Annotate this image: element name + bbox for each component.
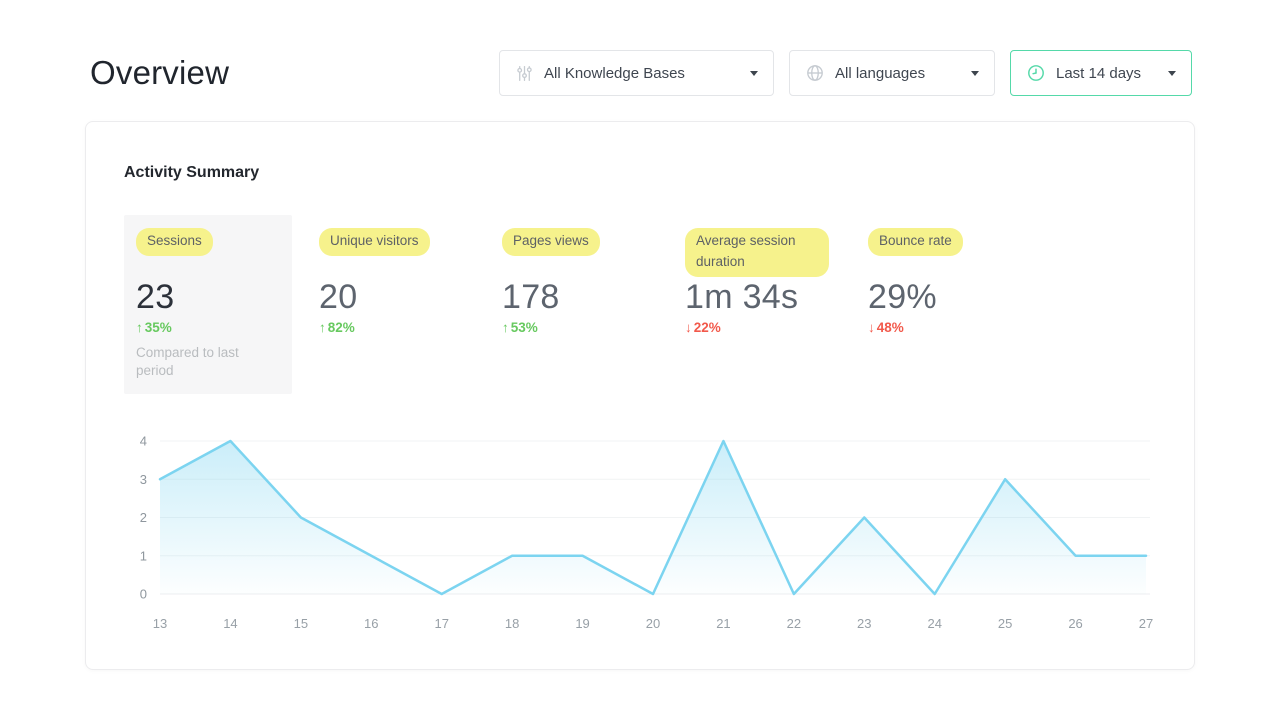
metric-change: ↓ 48%: [868, 320, 1012, 335]
metric-change-pct: 82%: [327, 319, 355, 335]
activity-summary-card: Activity Summary Sessions 23 ↑ 35% Compar…: [85, 121, 1195, 671]
metric-change-pct: 22%: [693, 319, 721, 335]
metric-change: ↑ 53%: [502, 320, 646, 335]
date-range-label: Last 14 days: [1056, 64, 1142, 82]
metric-label-zone: Unique visitors: [319, 228, 463, 279]
svg-text:27: 27: [1139, 616, 1153, 631]
svg-text:1: 1: [140, 548, 147, 563]
metric-label-zone: Bounce rate: [868, 228, 1012, 279]
chevron-down-icon: [750, 70, 758, 76]
svg-text:16: 16: [364, 616, 378, 631]
svg-text:3: 3: [140, 472, 147, 487]
chevron-down-icon: [971, 70, 979, 76]
languages-label: All languages: [835, 64, 926, 82]
metric-change-pct: 35%: [144, 319, 172, 335]
trend-arrow-icon: ↓: [685, 319, 692, 335]
filter-bar: All Knowledge Bases All languages: [499, 50, 1192, 96]
metrics-row: Sessions 23 ↑ 35% Compared to last period…: [124, 215, 1156, 395]
metric-label-highlight: Unique visitors: [319, 228, 430, 256]
svg-text:0: 0: [140, 587, 147, 602]
metric-label-zone: Sessions: [136, 228, 280, 279]
clock-icon: [1027, 64, 1045, 82]
metric-label-highlight: Bounce rate: [868, 228, 963, 256]
metric-value: 23: [136, 278, 175, 316]
svg-text:19: 19: [575, 616, 589, 631]
metric-label-highlight: Sessions: [136, 228, 213, 256]
metric-change-pct: 48%: [876, 319, 904, 335]
svg-text:13: 13: [153, 616, 167, 631]
trend-arrow-icon: ↑: [136, 319, 143, 335]
globe-icon: [806, 64, 824, 82]
card-title: Activity Summary: [124, 164, 260, 181]
sliders-icon: [516, 65, 533, 82]
metric-label-zone: Average session duration: [685, 228, 829, 279]
svg-text:17: 17: [434, 616, 448, 631]
svg-text:21: 21: [716, 616, 730, 631]
metric-card-pages-views[interactable]: Pages views 178 ↑ 53%: [490, 215, 658, 394]
svg-text:4: 4: [140, 434, 147, 449]
svg-text:24: 24: [927, 616, 941, 631]
knowledge-bases-dropdown[interactable]: All Knowledge Bases: [499, 50, 774, 96]
metric-label-highlight: Average session duration: [685, 228, 829, 277]
chevron-down-icon: [1168, 70, 1176, 76]
metric-card-sessions[interactable]: Sessions 23 ↑ 35% Compared to last period: [124, 215, 292, 395]
metric-card-bounce-rate[interactable]: Bounce rate 29% ↓ 48%: [856, 215, 1024, 394]
metric-card-unique-visitors[interactable]: Unique visitors 20 ↑ 82%: [307, 215, 475, 394]
metric-value: 178: [502, 278, 560, 316]
languages-dropdown[interactable]: All languages: [789, 50, 995, 96]
svg-text:14: 14: [223, 616, 237, 631]
page-title: Overview: [90, 54, 230, 91]
metric-value: 29%: [868, 278, 937, 316]
metric-card-average-session-duration[interactable]: Average session duration 1m 34s ↓ 22%: [673, 215, 841, 394]
sessions-chart: 0 1 2 3 4 13 14 15 16 17 18 19 20 21 22 23 24 25 26 27: [124, 427, 1156, 639]
svg-text:18: 18: [505, 616, 519, 631]
svg-text:23: 23: [857, 616, 871, 631]
trend-arrow-icon: ↑: [502, 319, 509, 335]
svg-text:20: 20: [646, 616, 660, 631]
trend-arrow-icon: ↑: [319, 319, 326, 335]
svg-text:2: 2: [140, 510, 147, 525]
metric-change: ↑ 35%: [136, 320, 280, 335]
metric-label-highlight: Pages views: [502, 228, 600, 256]
svg-text:22: 22: [787, 616, 801, 631]
metric-change-pct: 53%: [510, 319, 538, 335]
metric-value: 1m 34s: [685, 278, 799, 316]
svg-text:26: 26: [1068, 616, 1082, 631]
metric-label-zone: Pages views: [502, 228, 646, 279]
metric-note: Compared to last period: [136, 344, 239, 378]
svg-text:15: 15: [294, 616, 308, 631]
knowledge-bases-label: All Knowledge Bases: [544, 64, 685, 82]
topbar: Overview All Knowledge Bases: [0, 0, 1280, 96]
trend-arrow-icon: ↓: [868, 319, 875, 335]
date-range-dropdown[interactable]: Last 14 days: [1010, 50, 1192, 96]
metric-change: ↑ 82%: [319, 320, 463, 335]
svg-text:25: 25: [998, 616, 1012, 631]
metric-value: 20: [319, 278, 358, 316]
metric-change: ↓ 22%: [685, 320, 829, 335]
